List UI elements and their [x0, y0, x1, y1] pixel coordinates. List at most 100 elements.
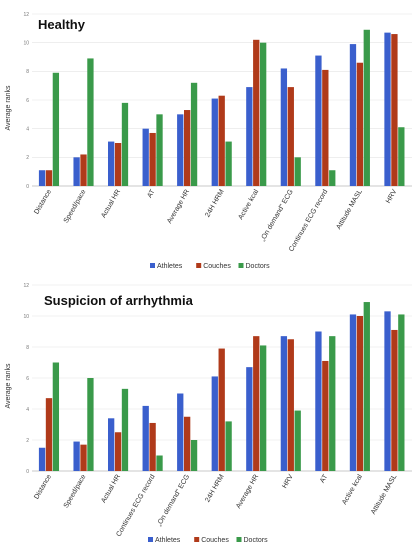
bar-couches-1 [45, 398, 53, 471]
category-label: AT [319, 473, 330, 484]
category-label: Continues ECG record [115, 473, 156, 538]
category-label: Actual HR [100, 474, 122, 505]
bar-doctors-9 [329, 336, 336, 471]
category-label: Speed/pace [63, 473, 88, 509]
bar-athletes-10 [349, 314, 357, 471]
bar-doctors-5 [190, 440, 198, 471]
bar-athletes-4 [142, 405, 149, 471]
bar-athletes-2 [73, 157, 80, 186]
category-label: 24H HRM [204, 473, 226, 503]
y-tick-label: 12 [23, 12, 29, 18]
bar-couches-7 [253, 39, 260, 186]
category-label: Distance [33, 188, 53, 215]
bar-couches-9 [322, 69, 329, 186]
chart-2: 0 2 4 6 8 10 12 Average ranks Suspicion of arrhy… [5, 283, 412, 544]
category-label: „On demand" ECG [156, 474, 191, 528]
y-tick-label: 8 [26, 69, 29, 75]
category-label: AT [146, 188, 157, 199]
bar-couches-4 [149, 422, 156, 471]
bar-doctors-7 [260, 345, 267, 471]
bar-couches-6 [218, 348, 225, 471]
category-label: HRV [281, 473, 295, 489]
y-tick-label: 2 [26, 155, 29, 161]
bar-couches-7 [253, 336, 260, 471]
bar-athletes-7 [246, 367, 253, 471]
bar-athletes-9 [315, 55, 322, 186]
category-label: 24H HRM [204, 188, 226, 218]
legend-label-couches: Couches [201, 537, 229, 544]
legend-swatch-couches [196, 263, 202, 268]
legend-swatch-couches [194, 537, 200, 542]
chart-title: Healthy [38, 17, 86, 32]
y-axis-label: Average ranks [5, 85, 12, 131]
category-label: Distance [33, 473, 53, 500]
category-label: Actual HR [100, 189, 122, 220]
bar-athletes-2 [73, 441, 80, 471]
bar-couches-8 [287, 87, 294, 186]
category-label: Average HR [235, 474, 260, 510]
bar-doctors-11 [398, 127, 405, 186]
bar-athletes-5 [177, 114, 184, 186]
bar-athletes-6 [211, 376, 218, 471]
bar-doctors-6 [225, 141, 232, 186]
category-label: „On demand" ECG [260, 189, 295, 243]
bar-couches-11 [391, 329, 398, 471]
legend-swatch-athletes [148, 537, 153, 542]
bar-couches-5 [184, 110, 191, 186]
bar-doctors-5 [190, 82, 198, 186]
bar-athletes-8 [280, 68, 288, 186]
bar-couches-9 [322, 360, 329, 471]
category-label: Continues ECG record [288, 188, 329, 253]
bar-athletes-3 [108, 418, 115, 471]
bar-athletes-4 [142, 128, 149, 186]
legend-label-doctors: Doctors [246, 263, 271, 270]
y-tick-label: 0 [26, 184, 29, 190]
bar-couches-3 [114, 432, 122, 471]
bar-doctors-2 [87, 58, 94, 186]
bar-couches-4 [149, 132, 156, 186]
y-axis-label: Average ranks [5, 363, 12, 409]
bar-athletes-11 [384, 32, 391, 187]
legend-swatch-doctors [236, 537, 242, 542]
bar-doctors-3 [121, 388, 129, 471]
bar-athletes-1 [38, 447, 46, 471]
y-tick-label: 2 [26, 438, 29, 444]
bar-doctors-9 [329, 170, 336, 186]
category-label: Active kcal [341, 473, 364, 506]
bar-doctors-1 [52, 72, 60, 186]
bar-athletes-5 [177, 393, 184, 471]
category-label: Attitude MASL [335, 188, 363, 230]
category-label: Active kcal [237, 188, 260, 221]
bar-athletes-1 [38, 170, 46, 186]
bar-couches-11 [391, 34, 398, 186]
category-label: HRV [385, 188, 399, 204]
category-label: Speed/pace [63, 188, 88, 224]
y-tick-label: 12 [23, 283, 29, 289]
bar-couches-6 [218, 95, 225, 186]
bar-doctors-6 [225, 421, 232, 471]
y-tick-label: 0 [26, 469, 29, 475]
bar-couches-5 [184, 416, 191, 471]
bar-doctors-8 [294, 410, 301, 471]
category-label: Average HR [166, 189, 191, 225]
bar-athletes-7 [246, 87, 253, 186]
y-tick-label: 10 [23, 40, 29, 46]
bar-doctors-1 [52, 362, 60, 471]
bar-couches-10 [356, 316, 364, 471]
legend-swatch-athletes [150, 263, 155, 268]
legend-label-couches: Couches [203, 263, 231, 270]
bar-athletes-10 [349, 44, 357, 186]
chart-title: Suspicion of arrhythmia [44, 293, 194, 308]
bar-couches-8 [287, 339, 294, 471]
y-tick-label: 4 [26, 126, 29, 132]
y-tick-label: 8 [26, 345, 29, 351]
legend-swatch-doctors [238, 263, 244, 268]
bar-athletes-9 [315, 331, 322, 471]
bar-doctors-4 [156, 114, 163, 186]
bar-couches-10 [356, 62, 364, 186]
bar-athletes-3 [108, 141, 115, 186]
chart-1: 0 2 4 6 8 10 12 Average ranks Healthy Distance Spe… [5, 12, 412, 270]
bar-couches-2 [80, 154, 87, 186]
